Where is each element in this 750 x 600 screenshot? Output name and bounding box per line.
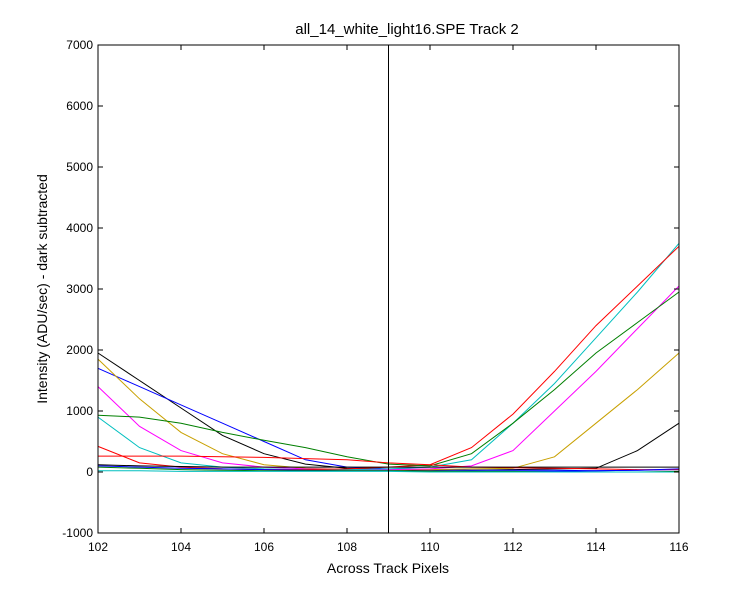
x-tick-label: 112	[503, 540, 522, 554]
x-tick-label: 104	[171, 540, 191, 554]
x-tick-label: 102	[88, 540, 108, 554]
chart-title: all_14_white_light16.SPE Track 2	[295, 21, 518, 38]
x-tick-label: 110	[420, 540, 439, 554]
y-tick-label: 6000	[66, 99, 93, 113]
y-tick-label: 7000	[66, 38, 93, 52]
x-tick-label: 106	[254, 540, 274, 554]
x-tick-label: 114	[586, 540, 605, 554]
y-tick-label: 4000	[66, 221, 93, 235]
y-tick-label: 2000	[66, 343, 93, 357]
tick-layer: 102 104 106 108 110 112 114 116 -1000 0 1000 2000 30…	[62, 38, 689, 554]
x-tick-label: 108	[337, 540, 357, 554]
x-tick-label: 116	[669, 540, 688, 554]
y-tick-label: 0	[86, 465, 93, 479]
y-tick-label: 1000	[66, 404, 93, 418]
y-tick-label: -1000	[62, 526, 93, 540]
y-axis-label: Intensity (ADU/sec) - dark subtracted	[34, 174, 50, 404]
x-axis-label: Across Track Pixels	[327, 560, 449, 576]
y-tick-label: 3000	[66, 282, 93, 296]
y-tick-label: 5000	[66, 160, 93, 174]
